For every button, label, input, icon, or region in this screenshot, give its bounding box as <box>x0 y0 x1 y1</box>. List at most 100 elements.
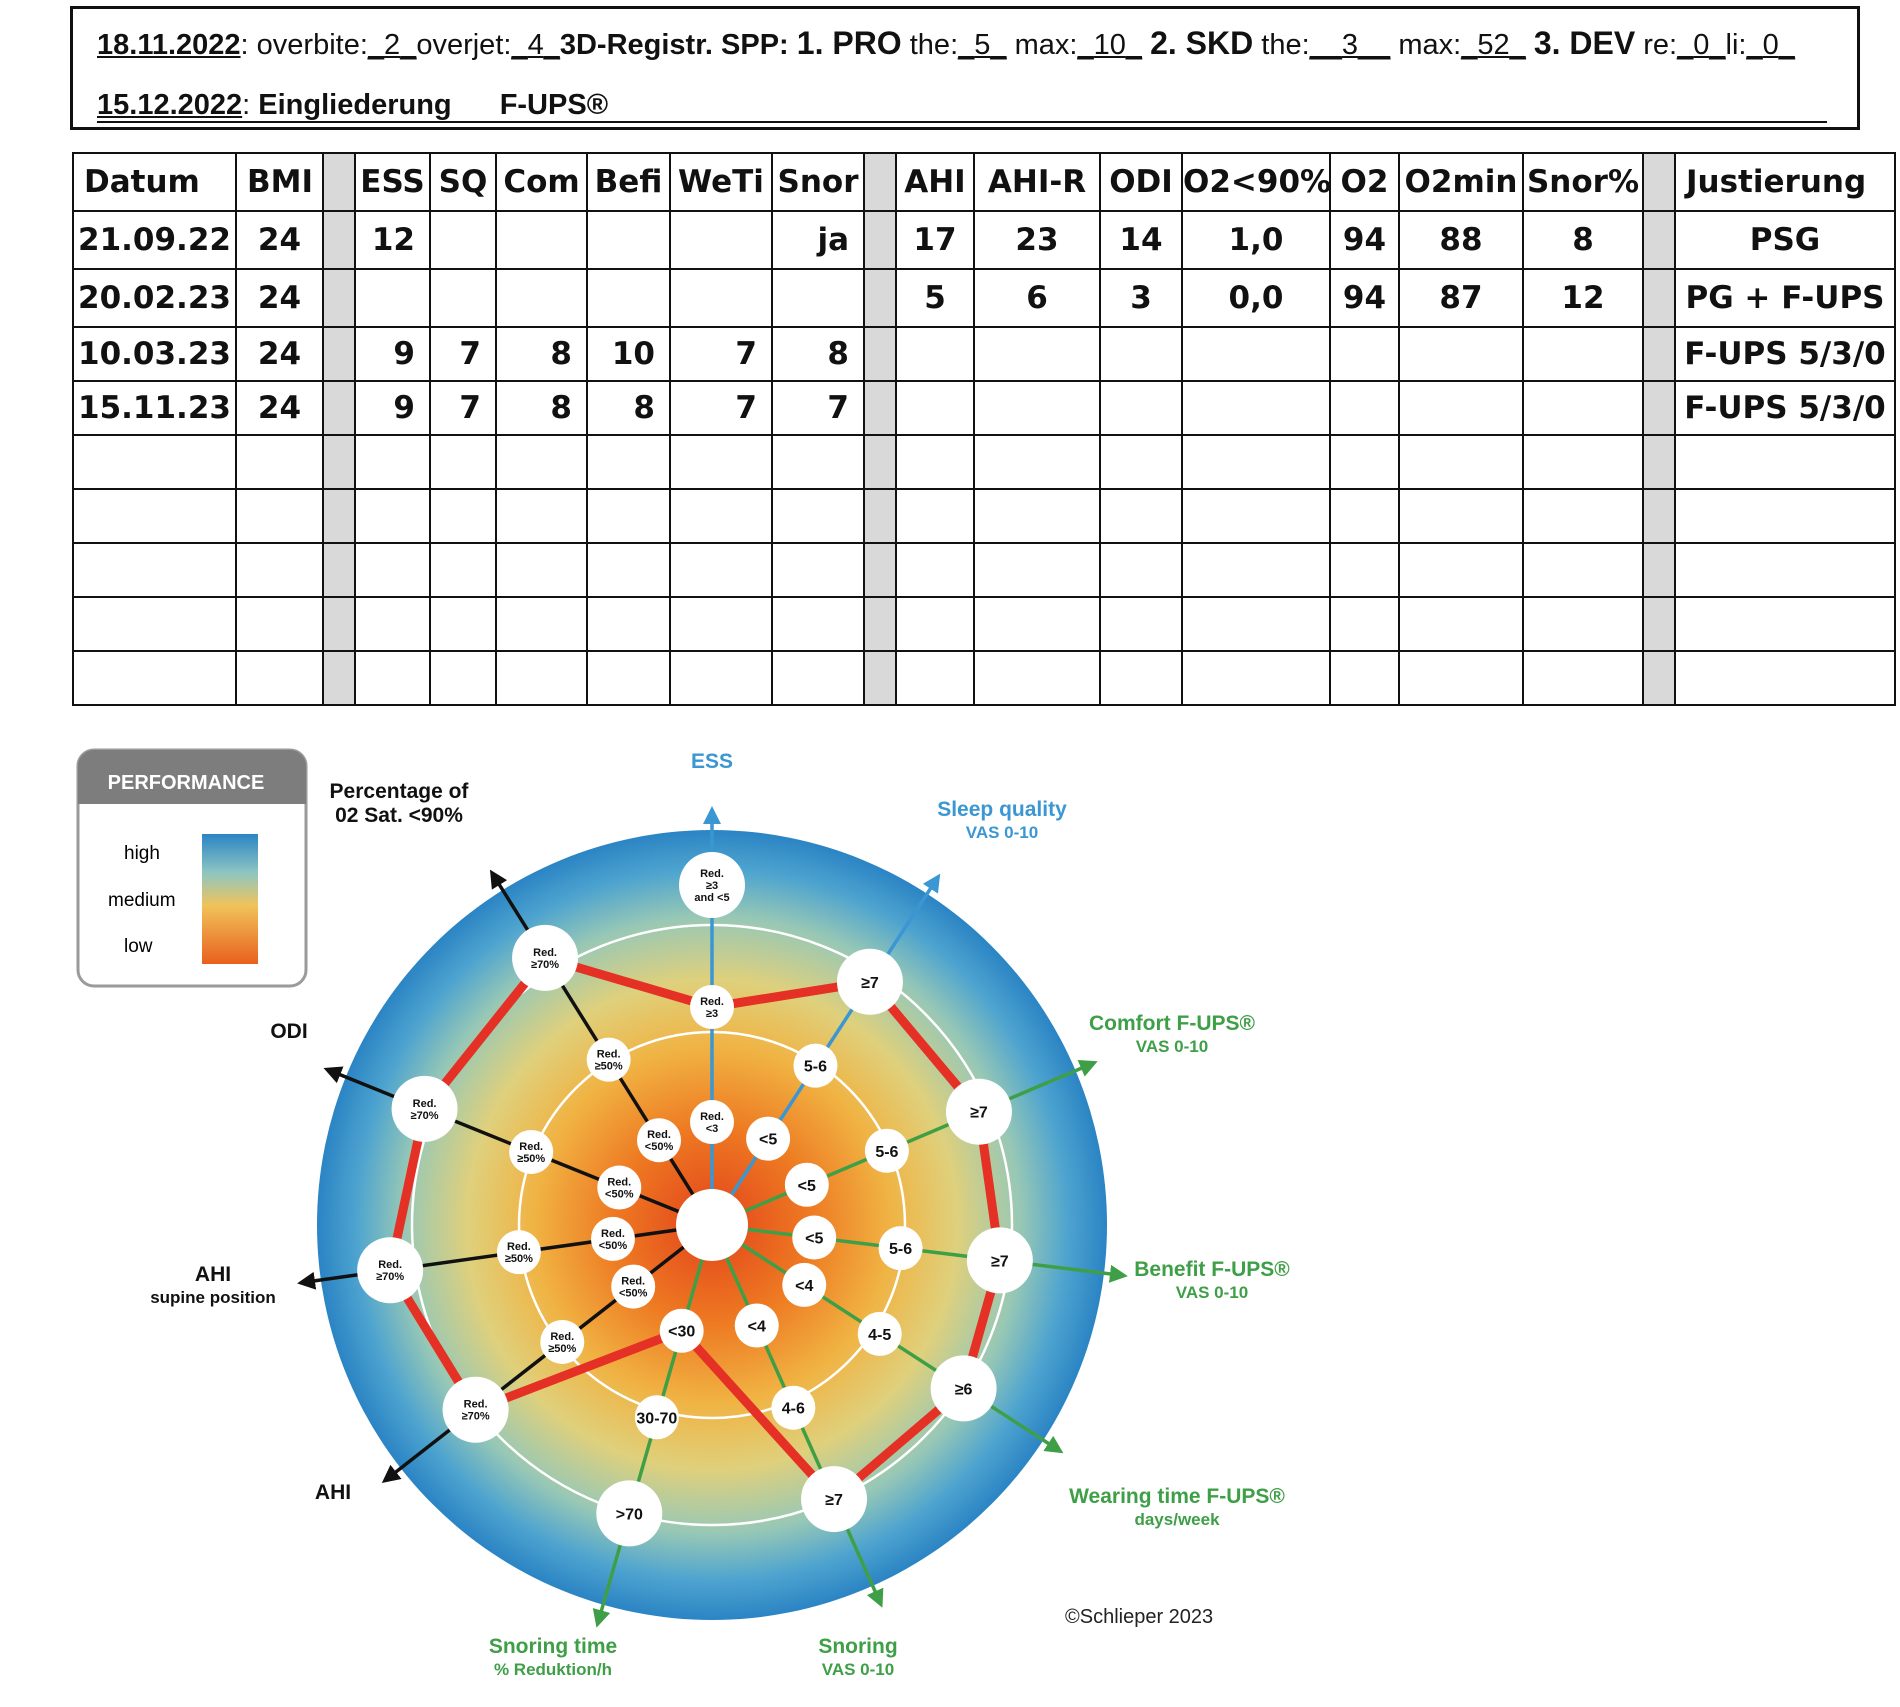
cell-o2 <box>1329 434 1400 490</box>
cell-weti <box>669 268 773 328</box>
cell-weti <box>669 596 773 652</box>
cell-odi <box>1099 326 1183 382</box>
snoring-node-label-inner: <4 <box>748 1318 766 1335</box>
table-row <box>72 488 1896 544</box>
cell-o2min <box>1398 488 1524 544</box>
ahi-supine-node-label-inner: Red. <50% <box>599 1228 628 1252</box>
ahi-node-inner <box>611 1264 656 1309</box>
table-row <box>72 542 1896 598</box>
cell-ess <box>354 596 431 652</box>
separator-cell <box>1642 380 1676 436</box>
dev-li-value: _0_ <box>1746 29 1795 61</box>
cell-o2min: 87 <box>1398 268 1524 328</box>
sleep-quality-node-mid <box>793 1043 838 1088</box>
cell-o2-below-90 <box>1181 596 1331 652</box>
cell-ess <box>354 488 431 544</box>
cell-justierung: PSG <box>1674 210 1896 270</box>
pro-the-value: _5_ <box>958 29 1007 61</box>
separator-cell <box>322 542 356 598</box>
separator-cell <box>322 268 356 328</box>
separator-cell <box>863 210 897 270</box>
o2-node-label-outer: Red. ≥70% <box>531 947 559 971</box>
cell-weti: 7 <box>669 380 773 436</box>
cell-o2: 94 <box>1329 268 1400 328</box>
snoring-time-axis-title: Snoring time <box>489 1635 617 1658</box>
cell-befi <box>586 488 671 544</box>
header-o2min: O2min <box>1398 152 1524 212</box>
pro-label: 1. PRO <box>796 25 902 61</box>
cell-sq <box>429 596 497 652</box>
cell-bmi <box>235 542 324 598</box>
cell-ess <box>354 268 431 328</box>
cell-odi: 14 <box>1099 210 1183 270</box>
cell-bmi: 24 <box>235 326 324 382</box>
cell-o2min <box>1398 434 1524 490</box>
cell-snor: ja <box>771 210 865 270</box>
legend-header-bg <box>78 750 306 804</box>
cell-befi <box>586 268 671 328</box>
benefit-node-label-inner: <5 <box>805 1231 823 1248</box>
snoring-node-label-mid: 4-6 <box>782 1401 805 1418</box>
cell-odi: 3 <box>1099 268 1183 328</box>
dev-label: 3. DEV <box>1533 25 1636 61</box>
wearing-time-node-label-outer: ≥6 <box>955 1381 973 1398</box>
snoring-node-inner <box>734 1303 779 1348</box>
snoring-node-outer <box>801 1466 868 1533</box>
separator-cell <box>322 488 356 544</box>
legend-medium: medium <box>108 890 176 911</box>
cell-snor-pct <box>1522 488 1644 544</box>
cell-snor: 7 <box>771 380 865 436</box>
insertion-device: F-UPS® <box>499 89 609 121</box>
legend-low: low <box>124 936 153 957</box>
odi-node-label-inner: Red. <50% <box>605 1177 634 1201</box>
cell-sq <box>429 210 497 270</box>
overbite-label: overbite: <box>256 29 368 61</box>
cell-bmi <box>235 596 324 652</box>
cell-sq <box>429 488 497 544</box>
snoring-time-node-mid <box>634 1395 679 1440</box>
wearing-time-node-label-inner: <4 <box>795 1278 813 1295</box>
ess-node-label-mid: Red. ≥3 <box>700 996 724 1020</box>
cell-datum <box>72 542 237 598</box>
cell-snor-pct: 12 <box>1522 268 1644 328</box>
cell-ahi <box>895 542 975 598</box>
table-row <box>72 650 1896 706</box>
table-body: 21.09.22 24 12 ja 17 23 14 1,0 94 88 8 PSG 20.02.23 2… <box>72 210 1896 706</box>
cell-justierung: F-UPS 5/3/0 <box>1674 380 1896 436</box>
cell-bmi <box>235 488 324 544</box>
header-box: 18.11.2022: overbite:_2_overjet:_4_3D-Re… <box>70 6 1860 130</box>
cell-o2 <box>1329 326 1400 382</box>
separator-cell <box>1642 152 1676 212</box>
cell-o2 <box>1329 488 1400 544</box>
measurement-table: Datum BMI ESS SQ Com Befi WeTi Snor AHI … <box>72 152 1896 706</box>
cell-weti <box>669 210 773 270</box>
header-befi: Befi <box>586 152 671 212</box>
cell-odi <box>1099 380 1183 436</box>
cell-snor-pct <box>1522 380 1644 436</box>
header-weti: WeTi <box>669 152 773 212</box>
cell-snor <box>771 596 865 652</box>
cell-sq <box>429 268 497 328</box>
sleep-quality-node-outer <box>836 948 903 1015</box>
skd-label: 2. SKD <box>1150 25 1254 61</box>
cell-datum <box>72 488 237 544</box>
cell-snor-pct <box>1522 542 1644 598</box>
separator-cell <box>322 380 356 436</box>
sleep-quality-node-label-inner: <5 <box>759 1132 777 1149</box>
cell-com <box>495 542 588 598</box>
dev-li-label: li: <box>1725 29 1747 61</box>
separator-cell <box>863 380 897 436</box>
cell-ahi-r <box>973 434 1101 490</box>
performance-radar-diagram: PERFORMANCE high medium low Red. <3 Red. ≥3… <box>76 748 1290 1679</box>
overjet-label: overjet: <box>416 29 512 61</box>
cell-ahi-r <box>973 326 1101 382</box>
cell-o2min <box>1398 380 1524 436</box>
benefit-node-label-outer: ≥7 <box>991 1253 1009 1270</box>
cell-snor <box>771 268 865 328</box>
overjet-value: _4_ <box>511 29 560 61</box>
comfort-node-label-inner: <5 <box>798 1178 816 1195</box>
wearing-time-node-label-mid: 4-5 <box>868 1327 891 1344</box>
ahi-axis-title: AHI <box>315 1481 351 1504</box>
cell-justierung: PG + F-UPS <box>1674 268 1896 328</box>
cell-ess: 12 <box>354 210 431 270</box>
